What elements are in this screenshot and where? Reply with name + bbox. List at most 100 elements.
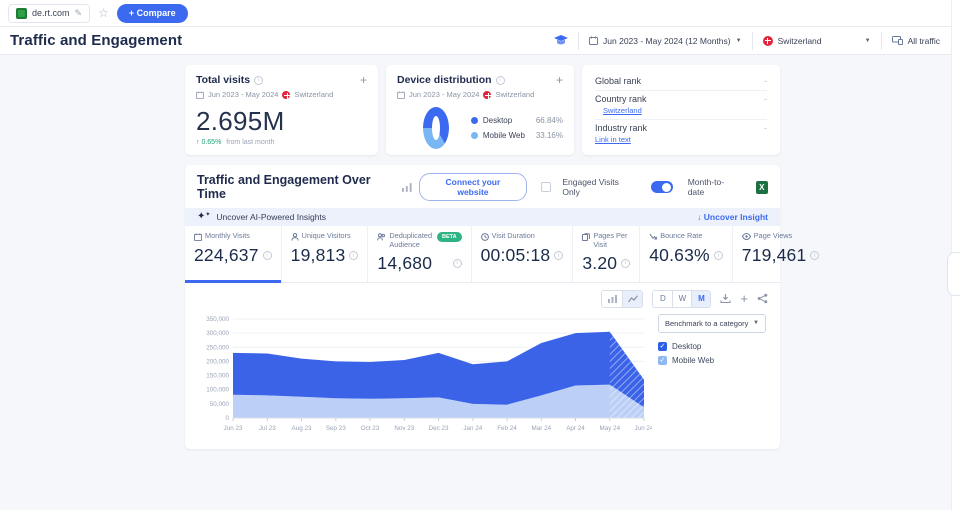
chevron-down-icon: ▼ [735, 37, 742, 44]
header-divider [880, 31, 882, 50]
metric-page-views[interactable]: Page Views 719,461 i [731, 226, 829, 282]
metric-unique-visitors[interactable]: Unique Visitors 19,813 i [280, 226, 368, 282]
svg-text:Feb 24: Feb 24 [497, 425, 517, 432]
legend-mobile-web[interactable]: ✓ Mobile Web [658, 355, 715, 365]
share-icon[interactable] [757, 293, 768, 304]
traffic-filter-label: All traffic [907, 35, 940, 46]
device-donut-chart [423, 107, 449, 149]
svg-text:Mar 24: Mar 24 [531, 425, 551, 432]
svg-text:Sep 23: Sep 23 [326, 425, 346, 432]
overview-cards: Total visits i + Jun 2023 - May 2024 Swi… [185, 65, 780, 155]
chart-toolbar: D W M + [185, 283, 780, 312]
bar-chart-type-button[interactable] [602, 290, 623, 307]
academy-button[interactable] [544, 31, 578, 51]
info-icon[interactable]: i [495, 75, 505, 85]
site-favicon [16, 7, 27, 19]
granularity-day-button[interactable]: D [653, 290, 673, 307]
benchmark-select[interactable]: Benchmark to a category ▼ [658, 313, 766, 333]
chevron-down-icon: ▼ [753, 320, 759, 326]
engaged-visits-checkbox[interactable] [541, 182, 552, 192]
info-icon[interactable]: i [262, 251, 272, 260]
country-rank-link[interactable]: Switzerland [603, 106, 642, 115]
desktop-checkbox[interactable]: ✓ [658, 341, 667, 351]
svg-text:Apr 24: Apr 24 [566, 425, 585, 432]
devices-icon [891, 36, 903, 45]
change-note: from last month [226, 139, 275, 146]
svg-text:Dec 23: Dec 23 [429, 425, 449, 432]
people-icon [377, 232, 386, 240]
total-visits-value: 2.695M [196, 106, 285, 136]
chevron-down-icon: ▼ [864, 37, 871, 44]
main-content: Total visits i + Jun 2023 - May 2024 Swi… [185, 65, 820, 449]
info-icon[interactable]: i [554, 251, 564, 260]
metrics-row: Monthly Visits 224,637 i Unique Visitors … [185, 226, 820, 283]
bounce-arrow-icon [649, 233, 658, 239]
metric-monthly-visits[interactable]: Monthly Visits 224,637 i [185, 226, 281, 282]
bar-chart-icon [401, 182, 412, 192]
add-card-button[interactable]: + [359, 73, 367, 87]
granularity-group: D W M [652, 289, 712, 308]
calendar-icon [397, 90, 405, 99]
metric-visit-duration[interactable]: Visit Duration 00:05:18 i [470, 226, 573, 282]
edit-site-icon[interactable]: ✎ [74, 7, 83, 18]
metric-deduplicated-audience[interactable]: Deduplicated Audience BETA 14,680 i [367, 226, 470, 282]
mobile-dot-icon [470, 132, 478, 139]
svg-text:Nov 23: Nov 23 [394, 425, 414, 432]
add-card-button[interactable]: + [555, 73, 563, 87]
site-name: de.rt.com [32, 8, 70, 18]
metric-bounce-rate[interactable]: Bounce Rate 40.63% i [639, 226, 732, 282]
device-distribution-title: Device distribution [397, 74, 492, 86]
info-icon[interactable]: i [254, 75, 264, 85]
info-icon[interactable]: i [810, 251, 820, 260]
page-header: Traffic and Engagement Jun 2023 - May 20… [0, 27, 960, 55]
info-icon[interactable]: i [621, 258, 631, 268]
svg-text:Oct 23: Oct 23 [361, 425, 380, 432]
topbar: de.rt.com ✎ ☆ + Compare [0, 0, 960, 27]
global-rank-row: Global rank - [595, 73, 767, 91]
person-icon [290, 232, 299, 241]
country-selector[interactable]: Switzerland ▼ [753, 31, 881, 51]
chart-area: 0 50,000 100,000 150,000 200,000 250,000 300,0… [185, 312, 780, 449]
svg-text:Jun 23: Jun 23 [224, 425, 243, 432]
favorite-star-icon[interactable]: ☆ [98, 6, 109, 20]
svg-text:Jan 24: Jan 24 [463, 425, 482, 432]
granularity-week-button[interactable]: W [672, 290, 692, 307]
card-date-range: Jun 2023 - May 2024 [208, 90, 279, 99]
desktop-dot-icon [470, 117, 478, 124]
traffic-filter-selector[interactable]: All traffic [882, 31, 950, 51]
metric-pages-per-visit[interactable]: Pages Per Visit 3.20 i [572, 226, 639, 282]
header-divider [578, 31, 580, 50]
legend-item-desktop: Desktop 66.84% [470, 116, 563, 125]
info-icon[interactable]: i [349, 251, 359, 260]
chart-type-group [601, 289, 644, 308]
svg-text:150,000: 150,000 [206, 372, 229, 379]
engaged-visits-label: Engaged Visits Only [562, 177, 619, 197]
legend-desktop[interactable]: ✓ Desktop [658, 341, 702, 351]
mobile-web-checkbox[interactable]: ✓ [658, 355, 667, 365]
svg-text:May 24: May 24 [599, 425, 620, 432]
add-icon[interactable]: + [740, 291, 748, 306]
collapsed-side-tab[interactable] [947, 252, 960, 296]
compare-button[interactable]: + Compare [116, 3, 188, 23]
info-icon[interactable]: i [713, 251, 723, 260]
excel-export-icon[interactable]: X [755, 180, 769, 194]
date-range-selector[interactable]: Jun 2023 - May 2024 (12 Months) ▼ [579, 31, 752, 51]
eye-icon [741, 232, 751, 240]
connect-website-button[interactable]: Connect your website [418, 173, 528, 201]
svg-text:300,000: 300,000 [206, 330, 229, 337]
granularity-month-button[interactable]: M [691, 290, 711, 307]
svg-text:0: 0 [225, 415, 229, 422]
month-to-date-label: Month-to-date [687, 177, 725, 197]
site-chip[interactable]: de.rt.com ✎ [8, 3, 91, 23]
line-chart-icon [627, 294, 638, 302]
svg-text:200,000: 200,000 [206, 358, 229, 365]
clock-icon [480, 232, 489, 241]
industry-rank-link[interactable]: Link in text [595, 135, 631, 144]
download-icon[interactable] [720, 293, 731, 304]
info-icon[interactable]: i [452, 258, 462, 268]
line-chart-type-button[interactable] [622, 290, 643, 307]
ai-insights-label: Uncover AI-Powered Insights [216, 212, 327, 222]
uncover-insight-link[interactable]: ↓ Uncover Insight [697, 212, 768, 222]
date-range-label: Jun 2023 - May 2024 (12 Months) [603, 35, 731, 46]
month-to-date-toggle[interactable] [650, 181, 673, 193]
